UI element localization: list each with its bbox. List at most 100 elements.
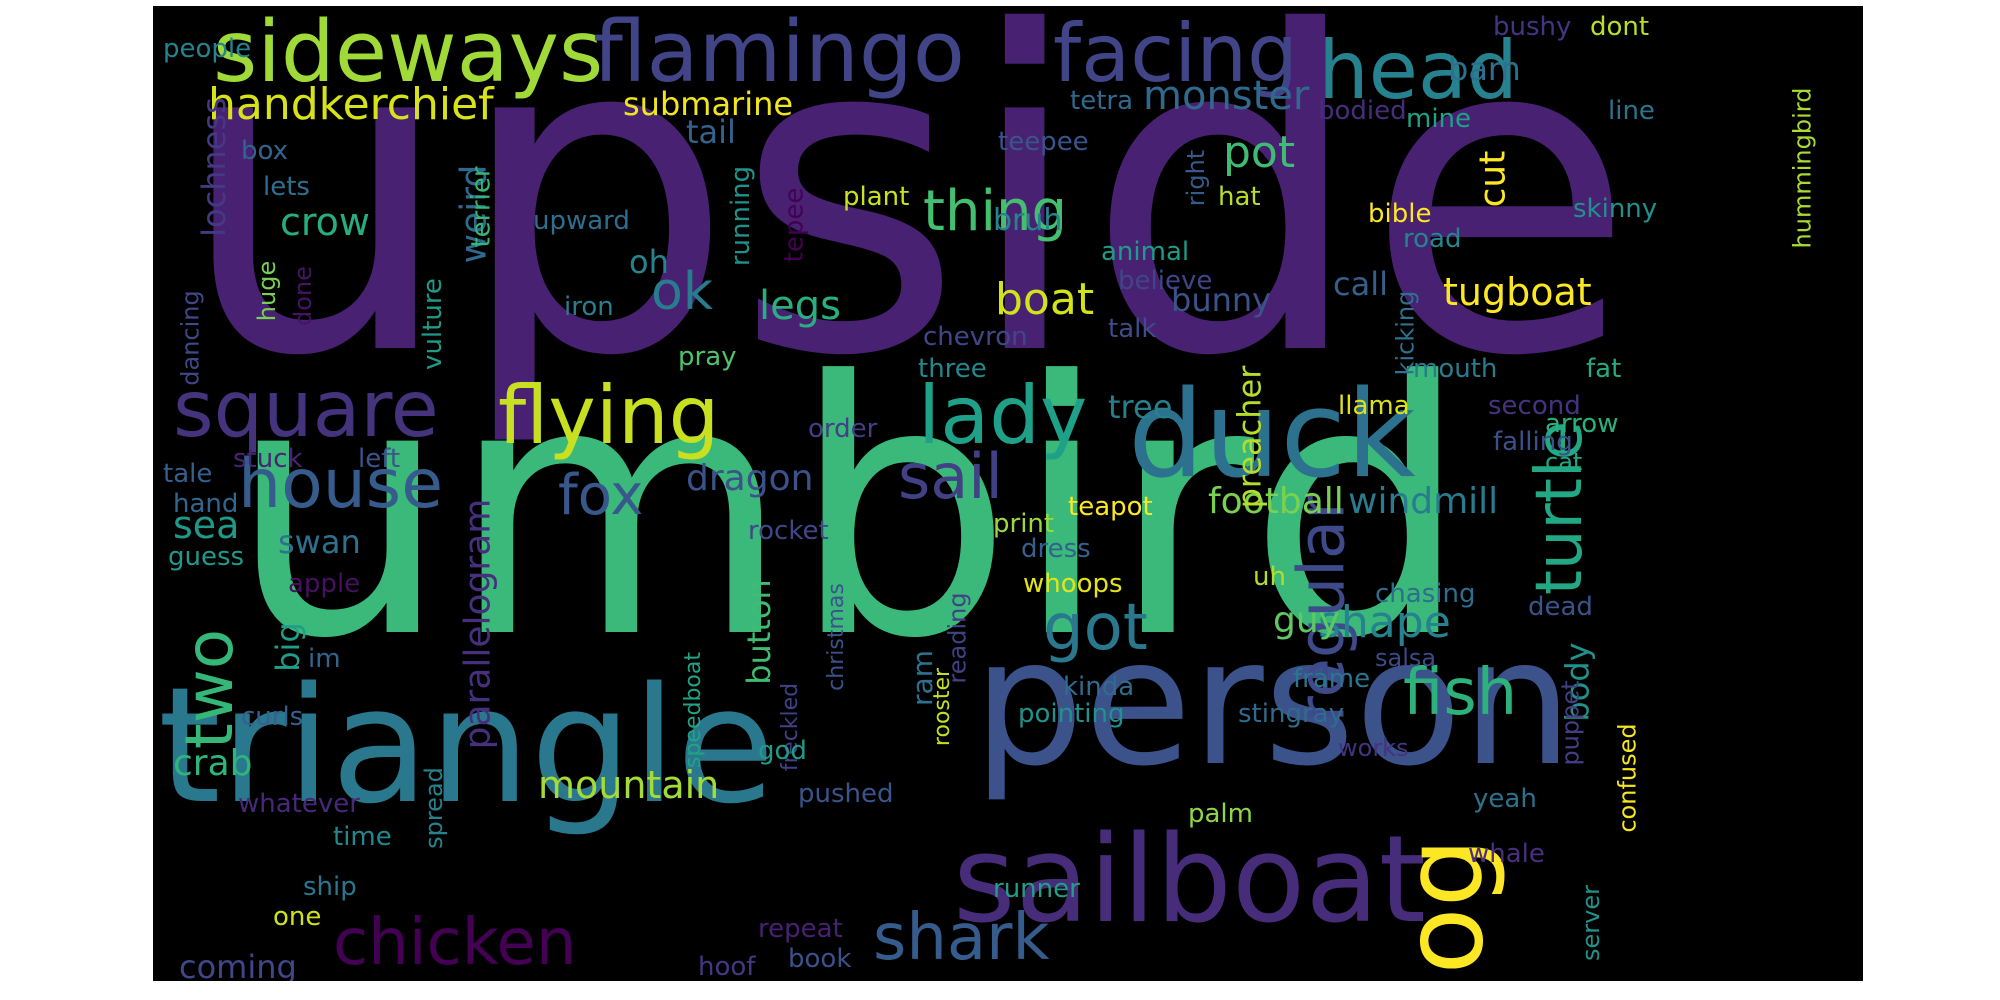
word-triangle: triangle	[158, 652, 775, 839]
word-apple: apple	[288, 569, 361, 599]
word-bible: bible	[1368, 199, 1432, 229]
word-sea: sea	[173, 503, 240, 547]
word-christmas: christmas	[823, 583, 849, 691]
word-book: book	[788, 944, 852, 974]
word-stuck: stuck	[233, 444, 303, 474]
word-god: god	[758, 736, 807, 766]
word-salsa: salsa	[1375, 644, 1437, 672]
word-tetra: tetra	[1070, 86, 1134, 116]
word-works: works	[1338, 734, 1409, 762]
word-cloud: upside umbird person triangle sailboat d…	[153, 6, 1863, 981]
word-tale: tale	[163, 459, 213, 489]
word-terrier: terrier	[466, 166, 497, 248]
word-cat: cat	[1545, 448, 1583, 476]
word-big: big	[268, 622, 307, 672]
word-road: road	[1403, 224, 1462, 254]
word-swan: swan	[278, 523, 361, 561]
word-tepee: tepee	[779, 187, 810, 263]
word-second: second	[1488, 391, 1581, 421]
word-palm: palm	[1188, 799, 1253, 829]
word-chasing: chasing	[1375, 579, 1476, 609]
word-falling: falling	[1493, 427, 1573, 457]
word-dont: dont	[1590, 12, 1650, 42]
word-server: server	[1576, 885, 1605, 961]
word-whatever: whatever	[238, 789, 360, 819]
word-pushed: pushed	[798, 779, 894, 809]
word-shape: shape	[1318, 597, 1451, 648]
word-preacher: preacher	[1230, 365, 1269, 509]
word-fox: fox	[558, 463, 644, 528]
word-pray: pray	[678, 342, 737, 372]
word-mine: mine	[1406, 104, 1472, 134]
word-monster: monster	[1143, 73, 1310, 119]
word-teepee: teepee	[998, 127, 1089, 157]
word-frame: frame	[1293, 664, 1371, 694]
word-call: call	[1333, 265, 1388, 303]
word-done: done	[288, 266, 317, 326]
word-crow: crow	[280, 200, 371, 244]
word-believe: believe	[1118, 266, 1213, 296]
word-sail: sail	[898, 440, 1003, 513]
word-football: football	[1208, 481, 1344, 522]
word-three: three	[918, 354, 987, 384]
word-tree: tree	[1108, 388, 1173, 426]
word-iron: iron	[564, 292, 614, 322]
word-kinda: kinda	[1063, 672, 1135, 702]
word-dress: dress	[1021, 534, 1091, 564]
word-reading: reading	[943, 592, 972, 684]
word-arrow: arrow	[1545, 409, 1619, 439]
word-pointing: pointing	[1018, 699, 1125, 729]
word-guy: guy	[1273, 600, 1340, 641]
word-fat: fat	[1586, 354, 1622, 384]
word-rocket: rocket	[748, 516, 829, 546]
word-handkerchief: handkerchief	[208, 79, 494, 130]
word-plant: plant	[843, 182, 910, 212]
word-talk: talk	[1108, 314, 1157, 344]
word-duck: duck	[1128, 366, 1416, 505]
word-bodied: bodied	[1318, 96, 1407, 126]
word-dragon: dragon	[686, 458, 814, 499]
word-one: one	[273, 902, 322, 932]
word-crab: crab	[173, 743, 253, 784]
word-hummingbird: hummingbird	[1788, 87, 1817, 249]
word-print: print	[993, 509, 1055, 539]
word-windmill: windmill	[1348, 481, 1499, 522]
word-oh: oh	[629, 243, 669, 281]
word-right: right	[1182, 149, 1211, 207]
word-puppet: puppet	[1556, 680, 1585, 766]
word-spread: spread	[419, 767, 448, 849]
word-lochness: lochness	[194, 97, 233, 237]
word-head: head	[1318, 24, 1518, 117]
word-yeah: yeah	[1473, 784, 1537, 814]
word-flamingo: flamingo	[593, 6, 965, 102]
word-parallelogram: parallelogram	[457, 498, 499, 750]
word-chicken: chicken	[333, 906, 577, 980]
word-people: people	[163, 34, 252, 64]
word-coming: coming	[179, 948, 297, 981]
word-upward: upward	[533, 206, 630, 236]
word-stingray: stingray	[1238, 699, 1344, 729]
word-lets: lets	[263, 172, 310, 202]
word-bruh: bruh	[993, 203, 1063, 238]
word-animal: animal	[1101, 237, 1190, 267]
word-skinny: skinny	[1573, 194, 1658, 224]
word-runner: runner	[993, 874, 1080, 904]
word-time: time	[333, 822, 392, 852]
word-legs: legs	[759, 283, 841, 329]
word-order: order	[808, 414, 878, 444]
word-hat: hat	[1218, 182, 1261, 212]
word-bunny: bunny	[1171, 281, 1272, 319]
word-left: left	[358, 444, 401, 474]
word-lady: lady	[918, 369, 1088, 462]
word-whoops: whoops	[1023, 569, 1123, 599]
word-boat: boat	[995, 274, 1095, 325]
word-chevron: chevron	[923, 322, 1028, 352]
word-mouth: mouth	[1413, 354, 1498, 384]
word-person: person	[973, 602, 1573, 805]
word-vulture: vulture	[417, 278, 448, 370]
word-barn: barn	[1448, 50, 1521, 88]
word-house: house	[238, 445, 444, 524]
word-dancing: dancing	[176, 290, 205, 386]
word-bushy: bushy	[1493, 12, 1572, 42]
